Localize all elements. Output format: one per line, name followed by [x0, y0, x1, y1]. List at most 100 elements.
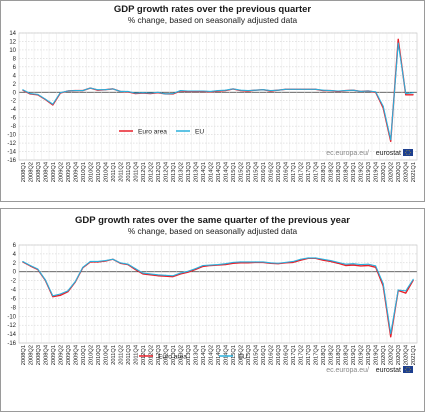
- data-point: [119, 262, 121, 264]
- x-tick-label: 2008Q4: [43, 162, 49, 182]
- y-tick-label: 6: [13, 243, 17, 249]
- source-url: ec.europa.eu/: [326, 367, 369, 374]
- y-tick-label: -4: [11, 288, 17, 294]
- x-tick-label: 2009Q3: [66, 345, 72, 365]
- x-tick-label: 2010Q3: [96, 345, 102, 365]
- x-tick-label: 2014Q3: [216, 162, 222, 182]
- eu-flag-star: [407, 366, 409, 368]
- data-point: [142, 273, 144, 275]
- x-tick-label: 2011Q1: [111, 345, 117, 365]
- x-tick-label: 2016Q3: [276, 162, 282, 182]
- y-tick-label: -6: [11, 116, 17, 122]
- x-tick-label: 2015Q4: [254, 162, 260, 182]
- data-point: [412, 92, 414, 94]
- x-tick-label: 2010Q2: [88, 162, 94, 182]
- data-point: [217, 264, 219, 266]
- x-tick-label: 2019Q3: [366, 345, 372, 365]
- data-point: [127, 263, 129, 265]
- x-tick-label: 2015Q3: [246, 345, 252, 365]
- plot-area: [18, 244, 418, 344]
- data-point: [345, 90, 347, 92]
- data-point: [397, 289, 399, 291]
- x-tick-label: 2020Q4: [404, 345, 410, 365]
- x-tick-label: 2009Q1: [51, 345, 57, 365]
- data-point: [164, 274, 166, 276]
- data-point: [352, 263, 354, 265]
- data-point: [247, 261, 249, 263]
- x-tick-label: 2016Q3: [276, 345, 282, 365]
- x-tick-label: 2013Q1: [171, 345, 177, 365]
- x-tick-label: 2013Q4: [193, 345, 199, 365]
- data-point: [405, 94, 407, 96]
- eu-flag-star: [407, 371, 409, 373]
- data-point: [285, 261, 287, 263]
- data-point: [322, 259, 324, 261]
- eu-flag-star: [407, 149, 409, 151]
- data-point: [172, 276, 174, 278]
- data-point: [89, 87, 91, 89]
- eu-flag-star: [409, 370, 410, 372]
- source-url: ec.europa.eu/: [326, 150, 369, 157]
- y-tick-label: 8: [13, 56, 17, 62]
- data-point: [44, 98, 46, 100]
- data-point: [179, 90, 181, 92]
- data-point: [232, 262, 234, 264]
- data-point: [330, 260, 332, 262]
- eu-flag-star: [405, 369, 407, 370]
- x-tick-label: 2011Q1: [111, 162, 117, 182]
- data-point: [149, 274, 151, 276]
- x-tick-label: 2009Q3: [66, 162, 72, 182]
- x-tick-label: 2009Q2: [58, 345, 64, 365]
- x-tick-label: 2009Q4: [73, 345, 79, 365]
- data-point: [104, 260, 106, 262]
- data-point: [367, 90, 369, 92]
- data-point: [209, 264, 211, 266]
- x-tick-label: 2020Q3: [396, 345, 402, 365]
- x-tick-label: 2013Q2: [178, 162, 184, 182]
- data-point: [104, 89, 106, 91]
- data-point: [127, 90, 129, 92]
- data-point: [405, 93, 407, 95]
- x-tick-label: 2016Q4: [284, 162, 290, 182]
- data-point: [232, 88, 234, 90]
- data-point: [194, 90, 196, 92]
- x-tick-label: 2019Q4: [374, 345, 380, 365]
- plot-area: [18, 32, 418, 161]
- eu-flag-star: [406, 150, 407, 152]
- eu-flag-star: [406, 153, 407, 155]
- eu-flag-star: [409, 150, 410, 152]
- x-tick-label: 2020Q2: [389, 345, 395, 365]
- x-tick-label: 2009Q1: [51, 162, 57, 182]
- legend-label: Euro area: [138, 128, 167, 135]
- data-point: [22, 260, 24, 262]
- data-point: [112, 258, 114, 260]
- eurostat-source: ec.europa.eu/eurostat: [326, 149, 413, 157]
- x-tick-label: 2014Q4: [224, 345, 230, 365]
- data-point: [82, 90, 84, 92]
- data-point: [292, 260, 294, 262]
- eu-flag-star: [409, 153, 410, 155]
- data-point: [89, 260, 91, 262]
- data-point: [187, 271, 189, 273]
- data-point: [412, 278, 414, 280]
- data-point: [157, 274, 159, 276]
- data-point: [315, 88, 317, 90]
- data-point: [52, 104, 54, 106]
- x-tick-label: 2008Q1: [21, 345, 27, 365]
- x-tick-label: 2011Q4: [133, 162, 139, 182]
- data-point: [97, 89, 99, 91]
- data-point: [397, 38, 399, 40]
- data-point: [134, 92, 136, 94]
- x-tick-label: 2011Q4: [133, 345, 139, 365]
- x-tick-label: 2014Q1: [201, 162, 207, 182]
- x-tick-label: 2009Q4: [73, 162, 79, 182]
- data-point: [270, 90, 272, 92]
- x-tick-label: 2020Q1: [381, 162, 387, 182]
- data-point: [187, 90, 189, 92]
- y-tick-label: 0: [13, 270, 17, 276]
- data-point: [37, 268, 39, 270]
- source-brand: eurostat: [376, 150, 401, 157]
- data-point: [37, 93, 39, 95]
- y-tick-label: -2: [11, 99, 17, 105]
- x-tick-label: 2011Q2: [118, 162, 124, 182]
